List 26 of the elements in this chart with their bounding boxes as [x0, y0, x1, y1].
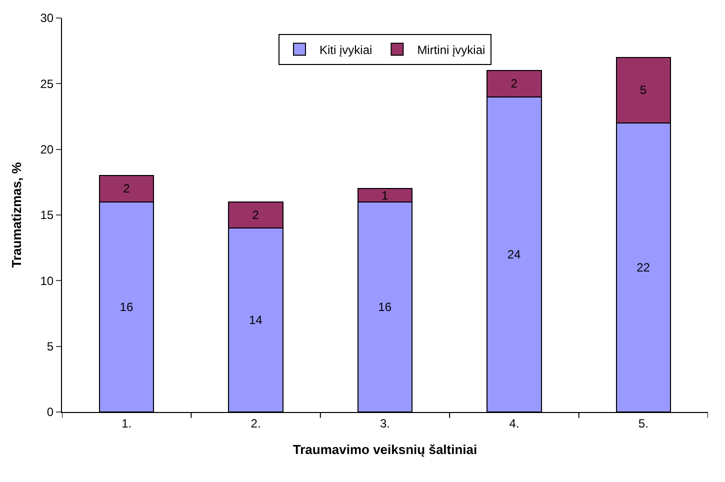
y-axis-title: Traumatizmas, % — [9, 162, 24, 268]
data-label: 16 — [120, 300, 134, 314]
y-tick-label: 0 — [46, 405, 54, 420]
data-label: 2 — [510, 76, 518, 91]
data-label: 2 — [123, 182, 130, 196]
y-tick-label: 20 — [40, 142, 54, 157]
x-tick-label: 4. — [509, 416, 520, 430]
data-label: 24 — [507, 247, 522, 262]
x-axis-title: Traumavimo veiksnių šaltiniai — [292, 442, 478, 457]
x-tick-label: 5. — [638, 416, 648, 430]
y-tick-label: 30 — [40, 11, 54, 26]
x-tick-label: 2. — [250, 416, 261, 430]
data-label: 2 — [252, 208, 260, 222]
y-tick-label: 5 — [46, 340, 54, 354]
data-label: 1 — [382, 188, 388, 202]
legend-label: Mirtini įvykiai — [417, 42, 486, 57]
y-tick-label: 25 — [40, 76, 54, 91]
x-tick-label: 1. — [122, 416, 132, 430]
y-tick-label: 15 — [40, 208, 54, 222]
data-label: 16 — [378, 300, 392, 314]
x-tick-label: 3. — [380, 416, 390, 430]
data-label: 22 — [636, 260, 650, 275]
legend-label: Kiti įvykiai — [320, 42, 372, 57]
data-label: 14 — [248, 313, 263, 328]
y-tick-label: 10 — [40, 274, 54, 288]
data-label: 5 — [640, 83, 647, 98]
